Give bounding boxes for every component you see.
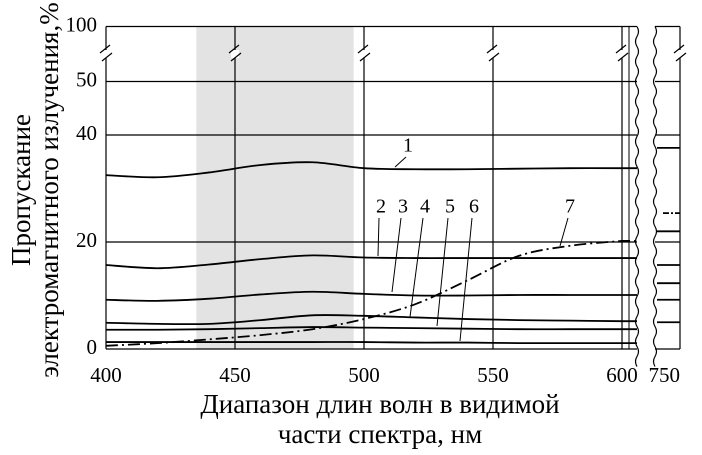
- x-tick-label: 400: [90, 363, 122, 387]
- break-gap: [489, 50, 497, 58]
- series-label: 3: [398, 196, 408, 218]
- leader-line: [391, 217, 402, 293]
- series-line: [105, 161, 637, 179]
- break-mark: [673, 44, 687, 62]
- y-tick-label: 20: [76, 228, 97, 252]
- x-tick-label: 750: [649, 363, 681, 387]
- break-gap: [618, 50, 626, 58]
- series-line: [106, 341, 637, 345]
- series-line: [105, 314, 637, 326]
- x-title-line: части спектра, нм: [278, 419, 482, 449]
- series-label: 2: [376, 196, 386, 218]
- series-line: [105, 254, 637, 270]
- break-gap: [360, 50, 368, 58]
- leader-line: [436, 217, 449, 327]
- break-mark: [99, 44, 113, 62]
- y-title: Пропускание электромагнитного излучения,…: [6, 2, 64, 377]
- x-tick-label: 600: [606, 363, 638, 387]
- break-mark: [357, 44, 371, 62]
- series-label: 6: [469, 196, 479, 218]
- break-mark: [615, 44, 629, 62]
- series-line: [105, 326, 637, 331]
- break-edge: [634, 26, 640, 367]
- y-tick-label: 0: [87, 335, 98, 359]
- series-label: 7: [565, 196, 575, 218]
- x-tick-label: 550: [477, 363, 509, 387]
- break-mark: [486, 44, 500, 62]
- leader-line: [559, 217, 569, 247]
- series-label: 1: [403, 135, 413, 157]
- leader-line: [377, 217, 380, 257]
- y-title-line: электромагнитного излучения,%: [34, 2, 64, 377]
- y-tick-label: 40: [76, 121, 97, 145]
- leader-line: [459, 217, 473, 342]
- series-label: 5: [445, 196, 455, 218]
- highlight-band: [196, 26, 354, 349]
- break-gap: [676, 50, 684, 58]
- y-title-line: Пропускание: [6, 114, 36, 266]
- series-line: [105, 290, 637, 302]
- series-line: [105, 240, 637, 347]
- break-mark: [228, 44, 242, 62]
- break-gap: [231, 50, 239, 58]
- leader-line: [409, 217, 424, 318]
- series-label: 4: [420, 196, 430, 218]
- break-gap: [102, 50, 110, 58]
- y-tick-label: 100: [66, 12, 98, 36]
- x-tick-label: 500: [348, 363, 380, 387]
- x-tick-label: 450: [219, 363, 251, 387]
- y-tick-label: 50: [76, 67, 97, 91]
- break-edge: [652, 26, 658, 367]
- x-title-line: Диапазон длин волн в видимой: [200, 389, 559, 419]
- leader-line: [394, 156, 407, 168]
